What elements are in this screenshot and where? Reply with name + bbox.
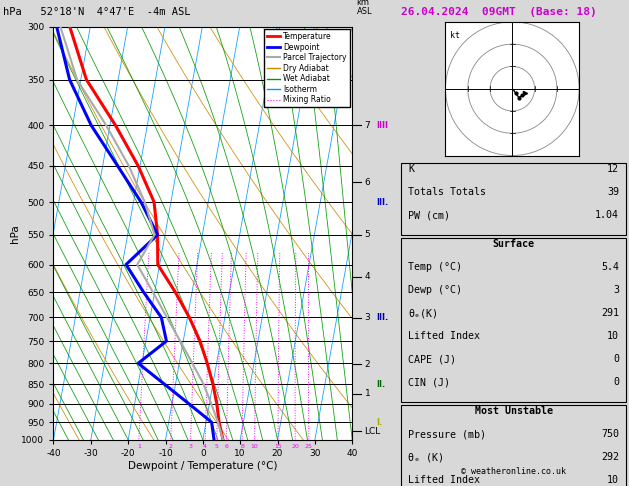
Text: km
ASL: km ASL: [357, 0, 372, 17]
Text: Pressure (mb): Pressure (mb): [408, 429, 486, 439]
Text: 2: 2: [169, 444, 173, 449]
Text: θₑ(K): θₑ(K): [408, 308, 438, 318]
Text: 10: 10: [607, 331, 619, 341]
Text: III.: III.: [377, 197, 389, 207]
Bar: [401, 405, 626, 486]
Text: 26.04.2024  09GMT  (Base: 18): 26.04.2024 09GMT (Base: 18): [401, 7, 597, 17]
Text: Lifted Index: Lifted Index: [408, 475, 480, 485]
Text: 7: 7: [365, 121, 370, 130]
Text: 1: 1: [137, 444, 141, 449]
Text: 15: 15: [274, 444, 282, 449]
Text: Lifted Index: Lifted Index: [408, 331, 480, 341]
Text: 12: 12: [607, 164, 619, 174]
Text: PW (cm): PW (cm): [408, 210, 450, 220]
Text: 1.04: 1.04: [595, 210, 619, 220]
Text: Temp (°C): Temp (°C): [408, 262, 462, 272]
Text: 5.4: 5.4: [601, 262, 619, 272]
Y-axis label: hPa: hPa: [10, 224, 20, 243]
Text: 292: 292: [601, 452, 619, 462]
Text: 1: 1: [365, 389, 370, 398]
Text: K: K: [408, 164, 414, 174]
Text: 6: 6: [225, 444, 228, 449]
X-axis label: Dewpoint / Temperature (°C): Dewpoint / Temperature (°C): [128, 461, 277, 470]
Text: θₑ (K): θₑ (K): [408, 452, 444, 462]
Text: 4: 4: [365, 273, 370, 281]
Text: © weatheronline.co.uk: © weatheronline.co.uk: [461, 467, 566, 475]
Bar: [401, 163, 626, 235]
Text: 0: 0: [613, 354, 619, 364]
Text: 6: 6: [365, 178, 370, 187]
Text: II.: II.: [377, 380, 386, 389]
Text: 25: 25: [305, 444, 313, 449]
Text: 10: 10: [607, 475, 619, 485]
Text: 5: 5: [365, 230, 370, 239]
Text: IIII: IIII: [377, 121, 389, 130]
Text: 750: 750: [601, 429, 619, 439]
Text: 20: 20: [291, 444, 299, 449]
Text: 39: 39: [607, 187, 619, 197]
Text: 291: 291: [601, 308, 619, 318]
Text: 3: 3: [365, 313, 370, 322]
Text: hPa   52°18'N  4°47'E  -4m ASL: hPa 52°18'N 4°47'E -4m ASL: [3, 7, 191, 17]
Text: kt: kt: [450, 31, 460, 40]
Text: 2: 2: [365, 360, 370, 368]
Legend: Temperature, Dewpoint, Parcel Trajectory, Dry Adiabat, Wet Adiabat, Isotherm, Mi: Temperature, Dewpoint, Parcel Trajectory…: [264, 29, 350, 107]
Text: III.: III.: [377, 313, 389, 322]
Text: Surface: Surface: [493, 239, 535, 249]
Text: CIN (J): CIN (J): [408, 377, 450, 387]
Text: 3: 3: [613, 285, 619, 295]
Text: 5: 5: [215, 444, 219, 449]
Text: Dewp (°C): Dewp (°C): [408, 285, 462, 295]
Text: 8: 8: [240, 444, 244, 449]
Text: 10: 10: [251, 444, 259, 449]
Text: Totals Totals: Totals Totals: [408, 187, 486, 197]
Text: I.: I.: [377, 418, 382, 427]
Text: Most Unstable: Most Unstable: [474, 406, 553, 416]
Text: 3: 3: [189, 444, 192, 449]
Bar: [401, 238, 626, 401]
Text: CAPE (J): CAPE (J): [408, 354, 456, 364]
Text: 0: 0: [613, 377, 619, 387]
Text: 4: 4: [203, 444, 207, 449]
Text: LCL: LCL: [365, 427, 381, 435]
